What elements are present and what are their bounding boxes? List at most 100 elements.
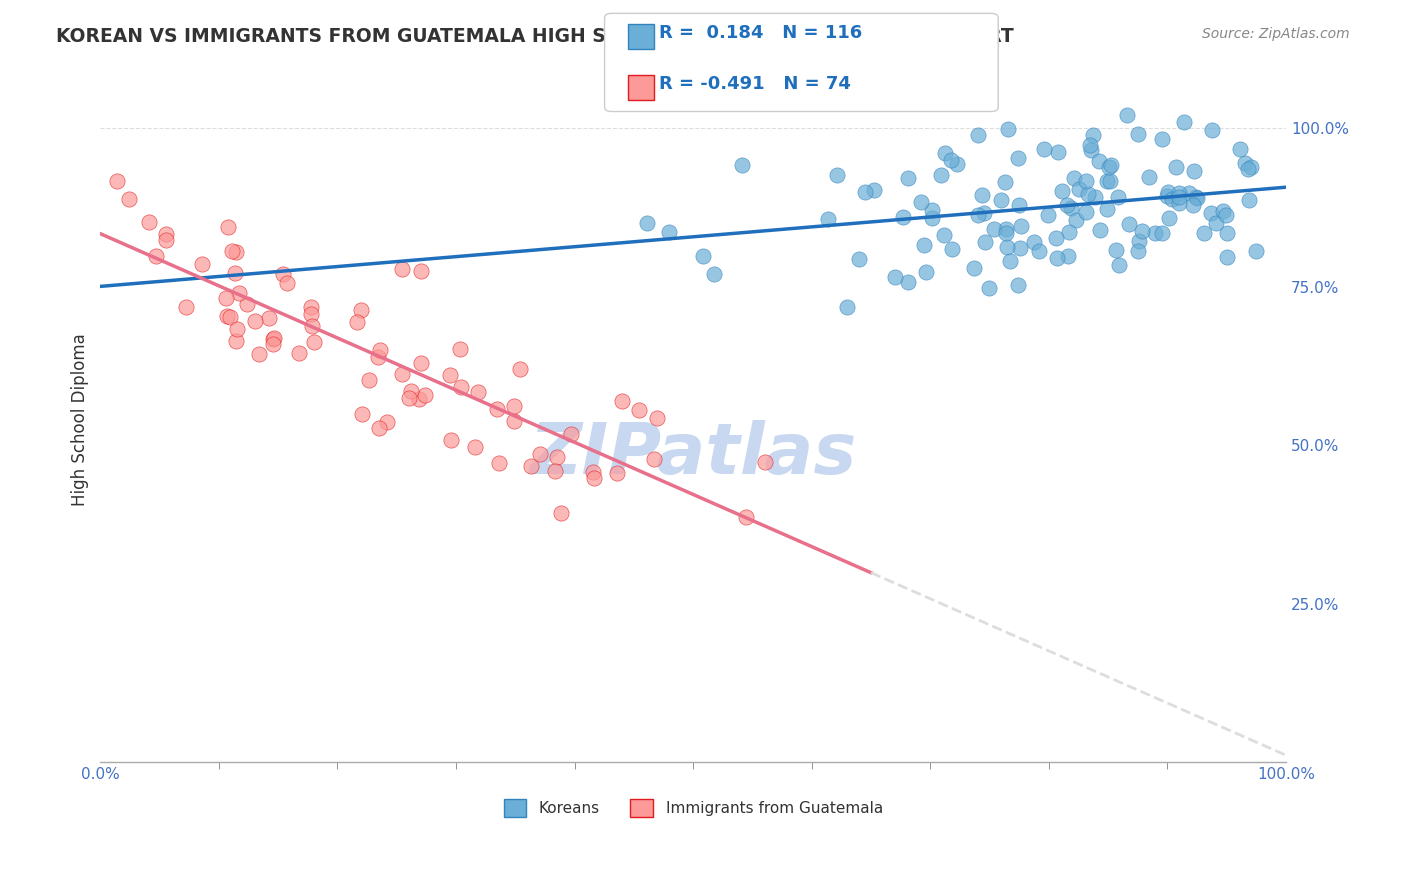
Point (932, 227, 955, 242)
Point (1088, 223, 1111, 237)
Point (1076, 174, 1098, 188)
Point (226, 322, 249, 336)
Point (1047, 145, 1070, 159)
Point (245, 314, 267, 328)
Point (1161, 192, 1184, 206)
Point (399, 384, 422, 399)
Point (1184, 189, 1206, 203)
Point (155, 227, 177, 241)
Point (1126, 244, 1149, 258)
Point (966, 208, 988, 222)
Point (301, 307, 323, 321)
Point (262, 332, 284, 346)
Point (1108, 258, 1130, 272)
Point (582, 471, 605, 485)
Point (155, 233, 177, 247)
Point (1215, 226, 1237, 240)
Point (1098, 160, 1121, 174)
Point (910, 194, 932, 209)
Point (1063, 171, 1085, 186)
Point (1212, 203, 1234, 218)
Point (1216, 250, 1239, 264)
Point (1192, 226, 1215, 240)
Point (464, 440, 486, 454)
Point (288, 346, 311, 360)
Point (138, 214, 160, 228)
Point (998, 253, 1021, 268)
Point (817, 211, 839, 226)
Point (560, 427, 582, 442)
Point (368, 420, 391, 434)
Point (1081, 128, 1104, 142)
Point (1007, 277, 1029, 292)
Point (1234, 156, 1257, 170)
Point (863, 183, 886, 197)
Point (1201, 123, 1223, 137)
Point (449, 343, 471, 357)
Point (658, 225, 681, 239)
Point (1078, 137, 1101, 152)
Point (1045, 230, 1067, 244)
Point (346, 315, 368, 329)
Point (262, 337, 284, 351)
Point (835, 300, 858, 314)
Point (941, 153, 963, 167)
Point (145, 249, 167, 263)
Point (754, 455, 776, 469)
Point (1057, 225, 1080, 239)
Point (299, 301, 322, 315)
Point (1215, 208, 1237, 222)
Point (215, 291, 238, 305)
Point (1046, 252, 1069, 266)
Point (1074, 204, 1097, 219)
Point (1167, 195, 1189, 210)
Point (357, 373, 380, 387)
Point (271, 268, 294, 282)
Point (350, 303, 373, 318)
Point (1107, 190, 1129, 204)
Y-axis label: High School Diploma: High School Diploma (72, 334, 89, 507)
Point (247, 347, 270, 361)
Point (853, 186, 876, 200)
Point (1008, 198, 1031, 212)
Point (411, 263, 433, 277)
Point (228, 285, 250, 300)
Point (1095, 202, 1118, 216)
Point (734, 510, 756, 524)
Point (408, 392, 430, 407)
Point (1099, 174, 1122, 188)
Point (225, 245, 247, 260)
Point (1182, 163, 1205, 178)
Point (692, 249, 714, 263)
Point (1024, 235, 1046, 250)
Point (391, 262, 413, 277)
Point (1028, 244, 1050, 258)
Point (966, 128, 988, 142)
Point (946, 157, 969, 171)
Point (1118, 217, 1140, 231)
Point (1084, 190, 1107, 204)
Point (1050, 184, 1073, 198)
Point (546, 450, 568, 465)
Point (983, 222, 1005, 236)
Text: ZIPatlas: ZIPatlas (530, 420, 856, 489)
Point (502, 400, 524, 414)
Text: Source: ZipAtlas.com: Source: ZipAtlas.com (1202, 27, 1350, 41)
Point (413, 388, 436, 402)
Point (221, 244, 243, 259)
Point (628, 403, 651, 417)
Point (1095, 174, 1118, 188)
Point (235, 296, 257, 310)
Point (1178, 186, 1201, 201)
Point (467, 384, 489, 399)
Point (891, 210, 914, 224)
Point (994, 226, 1017, 240)
Point (1007, 151, 1029, 165)
Point (1240, 160, 1263, 174)
Point (1105, 243, 1128, 257)
Point (1008, 241, 1031, 255)
Point (703, 267, 725, 281)
Point (1185, 192, 1208, 206)
Text: KOREAN VS IMMIGRANTS FROM GUATEMALA HIGH SCHOOL DIPLOMA CORRELATION CHART: KOREAN VS IMMIGRANTS FROM GUATEMALA HIGH… (56, 27, 1014, 45)
Point (1152, 226, 1174, 240)
